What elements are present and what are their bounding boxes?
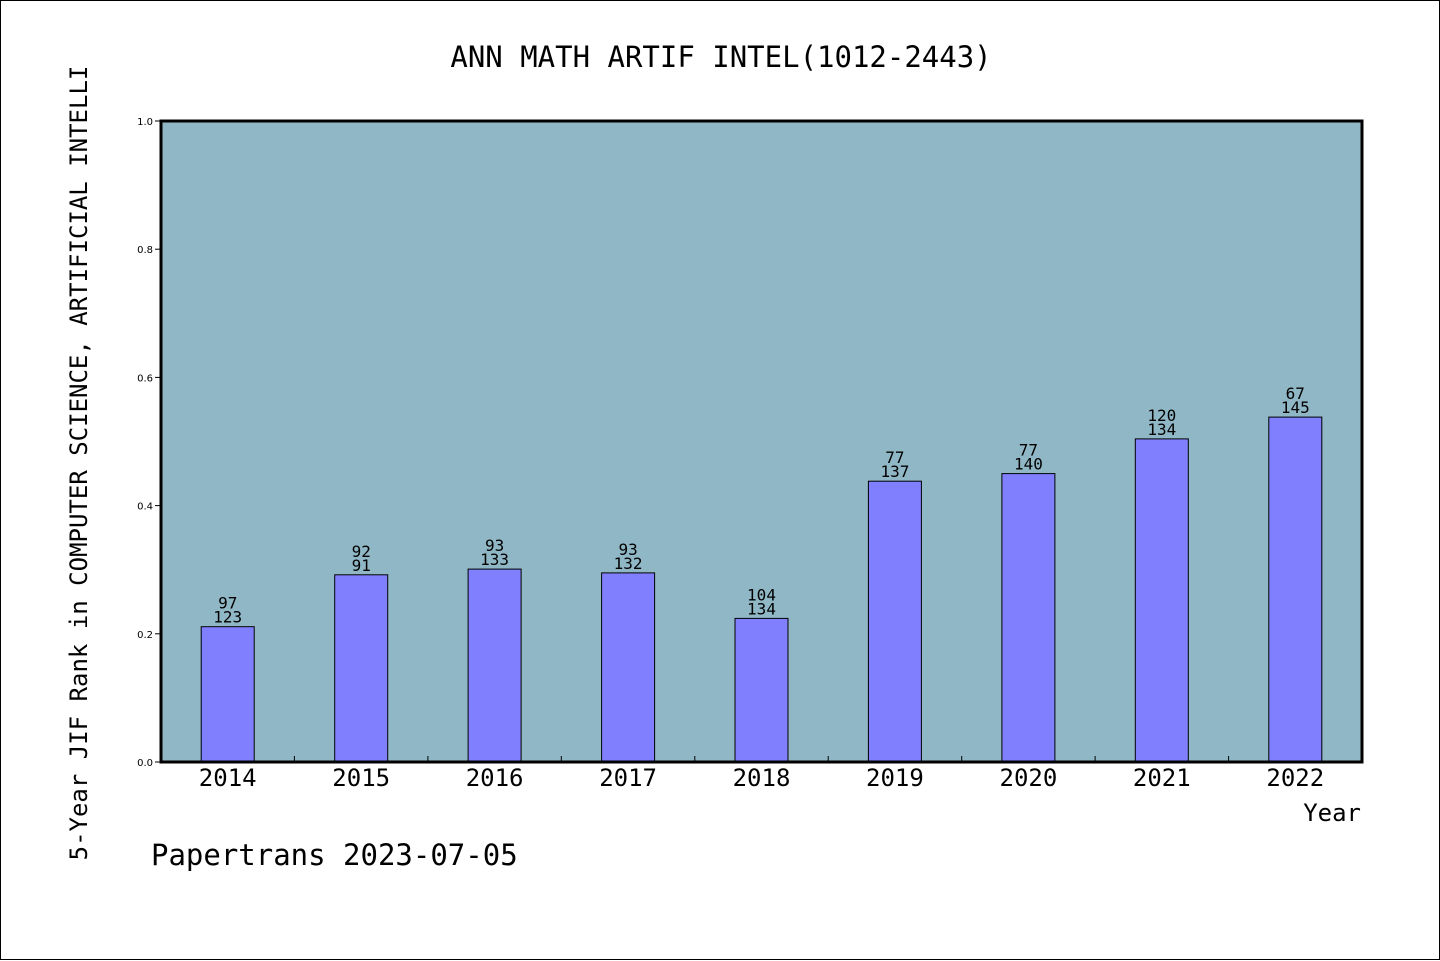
bar-2021 (1134, 438, 1189, 763)
x-tick-label-2016: 2016 (466, 764, 524, 792)
y-tick-label-0.6: 0.6 (137, 373, 153, 384)
bar-2014 (200, 626, 255, 763)
bar-rank-label-2017: 93 (618, 540, 637, 559)
bar-total-label-2019: 137 (880, 462, 909, 481)
bar-2020 (1001, 473, 1056, 763)
footer-credit: Papertrans 2023-07-05 (151, 838, 518, 872)
y-tick-label-0.8: 0.8 (137, 245, 153, 256)
bar-2018 (734, 617, 789, 763)
x-tick-label-2021: 2021 (1133, 764, 1191, 792)
bar-labels: 9712392919313393132104134771377714012013… (213, 384, 1310, 627)
x-tick-label-2019: 2019 (866, 764, 924, 792)
bar-2015 (334, 574, 389, 763)
x-axis-label: Year (1303, 799, 1361, 827)
x-tick-label-2014: 2014 (199, 764, 257, 792)
y-tick-label-1.0: 1.0 (137, 117, 153, 128)
x-tick-label-2017: 2017 (599, 764, 657, 792)
bar-total-label-2022: 145 (1281, 398, 1310, 417)
y-tick-label-0.2: 0.2 (137, 630, 153, 641)
y-axis-ticks: 0.0 0.2 0.4 0.6 0.8 1.0 (137, 117, 161, 769)
x-tick-label-2018: 2018 (733, 764, 791, 792)
x-tick-label-2020: 2020 (1000, 764, 1058, 792)
y-axis-label: 5-Year JIF Rank in COMPUTER SCIENCE, ART… (65, 66, 93, 861)
bar-rank-label-2014: 97 (218, 594, 237, 613)
x-tick-label-2015: 2015 (332, 764, 390, 792)
y-tick-label-0.4: 0.4 (137, 502, 153, 513)
bar-rank-label-2015: 92 (352, 542, 371, 561)
plot-border (159, 119, 1364, 764)
bar-total-label-2015: 91 (352, 556, 371, 575)
bar-2022 (1268, 416, 1323, 763)
bar-2019 (867, 480, 922, 763)
bar-2017 (601, 572, 656, 763)
bar-rank-label-2018: 104 (747, 585, 776, 604)
x-tick-label-2022: 2022 (1266, 764, 1324, 792)
bar-2016 (467, 568, 522, 763)
bar-series (200, 416, 1323, 763)
bar-total-label-2020: 140 (1014, 455, 1043, 474)
bar-rank-label-2021: 120 (1147, 406, 1176, 425)
bar-total-label-2018: 134 (747, 599, 776, 618)
bar-rank-label-2016: 93 (485, 536, 504, 555)
x-axis-ticks: 2014 2015 2016 2017 2018 2019 2020 2021 2022 (199, 756, 1324, 792)
bar-total-label-2016: 133 (480, 550, 509, 569)
chart-title: ANN MATH ARTIF INTEL(1012-2443) (450, 40, 991, 74)
bar-rank-label-2019: 77 (885, 448, 904, 467)
y-tick-label-0.0: 0.0 (137, 758, 153, 769)
bar-rank-label-2020: 77 (1019, 441, 1038, 460)
bar-total-label-2017: 132 (614, 554, 643, 573)
bar-rank-label-2022: 67 (1286, 384, 1305, 403)
bar-total-label-2021: 134 (1147, 420, 1176, 439)
bar-total-label-2014: 123 (213, 608, 242, 627)
